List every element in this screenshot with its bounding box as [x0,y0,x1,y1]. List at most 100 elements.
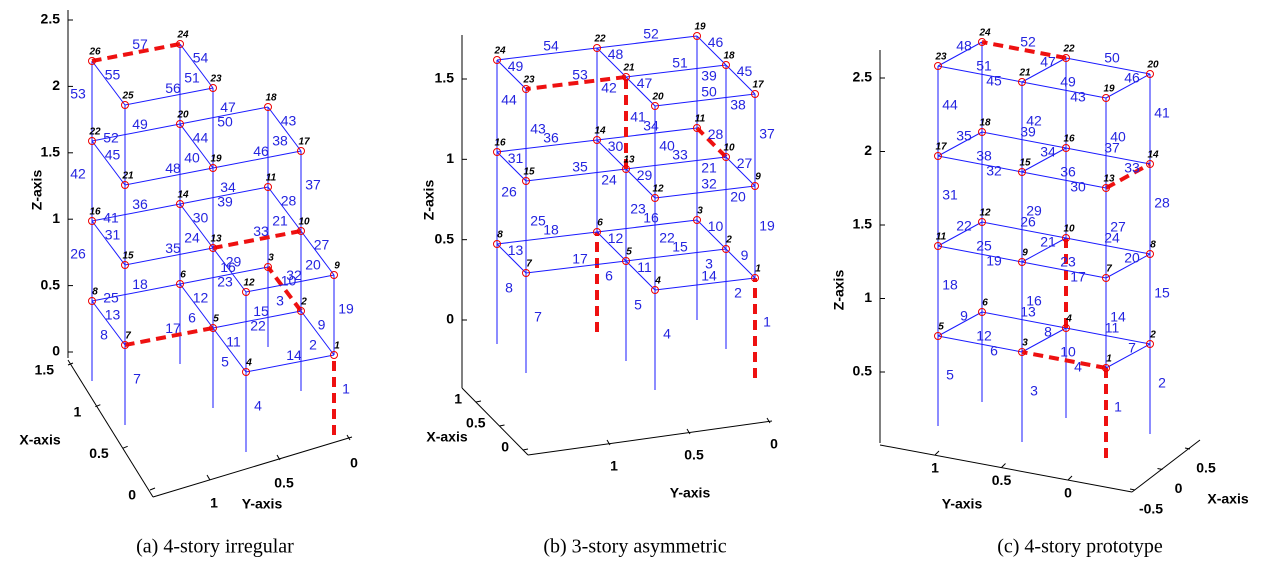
element-label: 16 [220,259,236,275]
node-label: 23 [522,75,535,86]
y-axis-line [152,436,353,498]
element-label: 15 [672,239,688,255]
element-label: 1 [1114,399,1122,415]
beam [212,150,302,169]
beam [91,60,126,106]
node [264,183,272,191]
element-label: 19 [986,253,1002,269]
node [722,153,730,161]
node-label: 6 [180,270,186,281]
element-label: 33 [1124,160,1140,176]
y-tick-label: 0.5 [274,475,294,491]
z-tick-label: 0.5 [853,363,873,379]
beam [937,41,983,67]
element-label: 47 [220,99,236,115]
element-label: 12 [193,290,209,306]
z-tick-label: 1.5 [41,144,61,160]
element-label: 27 [314,237,330,253]
x-axis-label: X-axis [19,432,60,448]
node [1102,274,1110,282]
beam [596,139,627,170]
element-label: 31 [105,227,121,243]
beam [300,230,335,276]
highlighted-member [981,40,1067,60]
element-label: 37 [759,126,775,142]
x-axis-label: X-axis [426,429,467,445]
beam [525,168,627,182]
beam [937,311,983,337]
element-label: 38 [730,97,746,113]
element-label: 34 [643,118,659,134]
node [693,216,701,224]
element-label: 38 [272,133,288,149]
z-tick-label: 2.5 [41,11,61,27]
element-label: 7 [133,371,141,387]
element-label: 41 [630,109,646,125]
node-label: 2 [300,297,307,308]
beam [1065,327,1151,345]
element-label: 29 [1026,203,1042,219]
element-label: 9 [318,317,326,333]
node-label: 26 [88,47,101,58]
node [751,274,759,282]
x-tick-label: 0.5 [89,445,109,461]
node [978,128,986,136]
x-tick-label: -0.5 [1139,501,1163,517]
x-tick [1157,468,1163,470]
beam [1105,253,1151,279]
beam [1065,57,1151,75]
element-label: 1 [342,381,350,397]
node-label: 25 [121,91,134,102]
node-label: 19 [210,154,222,165]
element-label: 4 [1074,359,1082,375]
element-label: 47 [1040,54,1056,70]
element-label: 32 [701,176,717,192]
beam [596,219,698,233]
element-label: 20 [1124,250,1140,266]
y-tick-label: 0 [1064,485,1072,501]
node [1018,78,1026,86]
beam [496,59,527,90]
beam [625,168,656,199]
y-tick-label: 0 [770,436,778,452]
element-label: 35 [956,128,972,144]
node-label: 11 [266,173,277,184]
node [651,194,659,202]
element-label: 53 [70,86,86,102]
element-label: 18 [543,222,559,238]
element-label: 13 [508,242,524,258]
element-label: 32 [986,163,1002,179]
element-label: 52 [1020,34,1036,50]
beam [91,140,126,186]
element-label: 8 [505,280,513,296]
node-label: 9 [334,261,340,272]
node-label: 3 [1022,338,1028,349]
highlighted-member [266,265,303,313]
element-label: 50 [1104,50,1120,66]
element-label: 11 [1105,320,1120,336]
node-label: 7 [125,331,131,342]
element-label: 37 [1104,140,1120,156]
element-label: 13 [105,307,121,323]
node [121,261,129,269]
element-label: 11 [226,334,241,350]
y-tick [1001,463,1006,468]
element-label: 1 [763,314,771,330]
element-label: 30 [608,138,624,154]
element-label: 12 [976,328,992,344]
highlighted-member [1021,350,1107,370]
element-label: 23 [217,274,233,290]
node-label: 20 [651,92,664,103]
node [651,286,659,294]
y-tick [276,454,281,461]
node-label: 17 [298,137,310,148]
beam [625,156,727,170]
node [1018,168,1026,176]
node-label: 12 [652,184,664,195]
node [1146,340,1154,348]
node-label: 23 [209,74,222,85]
element-label: 48 [956,38,972,54]
y-tick-label: 1 [610,458,618,474]
node [88,137,96,145]
beam [625,64,727,78]
